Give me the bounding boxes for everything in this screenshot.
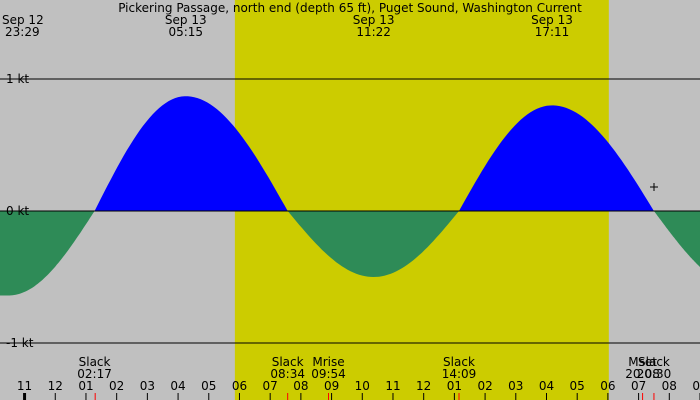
peak-time-label: 11:22 <box>356 25 391 39</box>
ebb-current-area <box>287 211 459 277</box>
hour-label: 03 <box>140 379 155 393</box>
event-name-label: Slack <box>638 355 670 369</box>
hour-label: 05 <box>570 379 585 393</box>
peak-time-label: 05:15 <box>168 25 203 39</box>
hour-label: 07 <box>263 379 278 393</box>
event-name-label: Mrise <box>312 355 344 369</box>
hour-label: 07 <box>631 379 646 393</box>
event-name-label: Slack <box>443 355 475 369</box>
peak-date-label: Sep 12 <box>2 13 44 27</box>
hour-label: 05 <box>201 379 216 393</box>
hour-label: 11 <box>385 379 400 393</box>
hour-label: 01 <box>78 379 93 393</box>
hour-label: 10 <box>355 379 370 393</box>
chart-title: Pickering Passage, north end (depth 65 f… <box>118 1 582 15</box>
hour-label: 04 <box>539 379 554 393</box>
peak-date-label: Sep 13 <box>165 13 207 27</box>
hour-label: 02 <box>109 379 124 393</box>
hour-label: 04 <box>170 379 185 393</box>
hour-label: 09 <box>324 379 339 393</box>
peak-date-label: Sep 13 <box>353 13 395 27</box>
ebb-current-area <box>653 211 700 267</box>
peak-date-label: Sep 13 <box>531 13 573 27</box>
event-name-label: Slack <box>272 355 304 369</box>
event-time-label: 08:34 <box>270 367 305 381</box>
flood-current-area <box>94 96 288 211</box>
ebb-current-area <box>0 211 95 296</box>
hour-label: 06 <box>600 379 615 393</box>
peak-time-label: 17:11 <box>535 25 570 39</box>
hour-label: 11 <box>17 379 32 393</box>
y-tick-label: 0 kt <box>6 204 29 218</box>
hour-label: 12 <box>416 379 431 393</box>
hour-label: 01 <box>447 379 462 393</box>
event-time-label: 20:30 <box>637 367 672 381</box>
hour-label: 09 <box>692 379 700 393</box>
flood-current-area <box>459 105 654 211</box>
hour-label: 08 <box>662 379 677 393</box>
hour-label: 12 <box>48 379 63 393</box>
event-name-label: Mset <box>628 355 657 369</box>
hour-label: 02 <box>477 379 492 393</box>
y-tick-label: -1 kt <box>6 336 34 350</box>
event-time-label: 02:17 <box>77 367 112 381</box>
event-name-label: Slack <box>79 355 111 369</box>
event-time-label: 14:09 <box>442 367 477 381</box>
event-time-label: 09:54 <box>311 367 346 381</box>
hour-label: 08 <box>293 379 308 393</box>
hour-label: 06 <box>232 379 247 393</box>
y-tick-label: 1 kt <box>6 72 29 86</box>
peak-time-label: 23:29 <box>5 25 40 39</box>
hour-label: 03 <box>508 379 523 393</box>
event-time-label: 20:08 <box>625 367 660 381</box>
